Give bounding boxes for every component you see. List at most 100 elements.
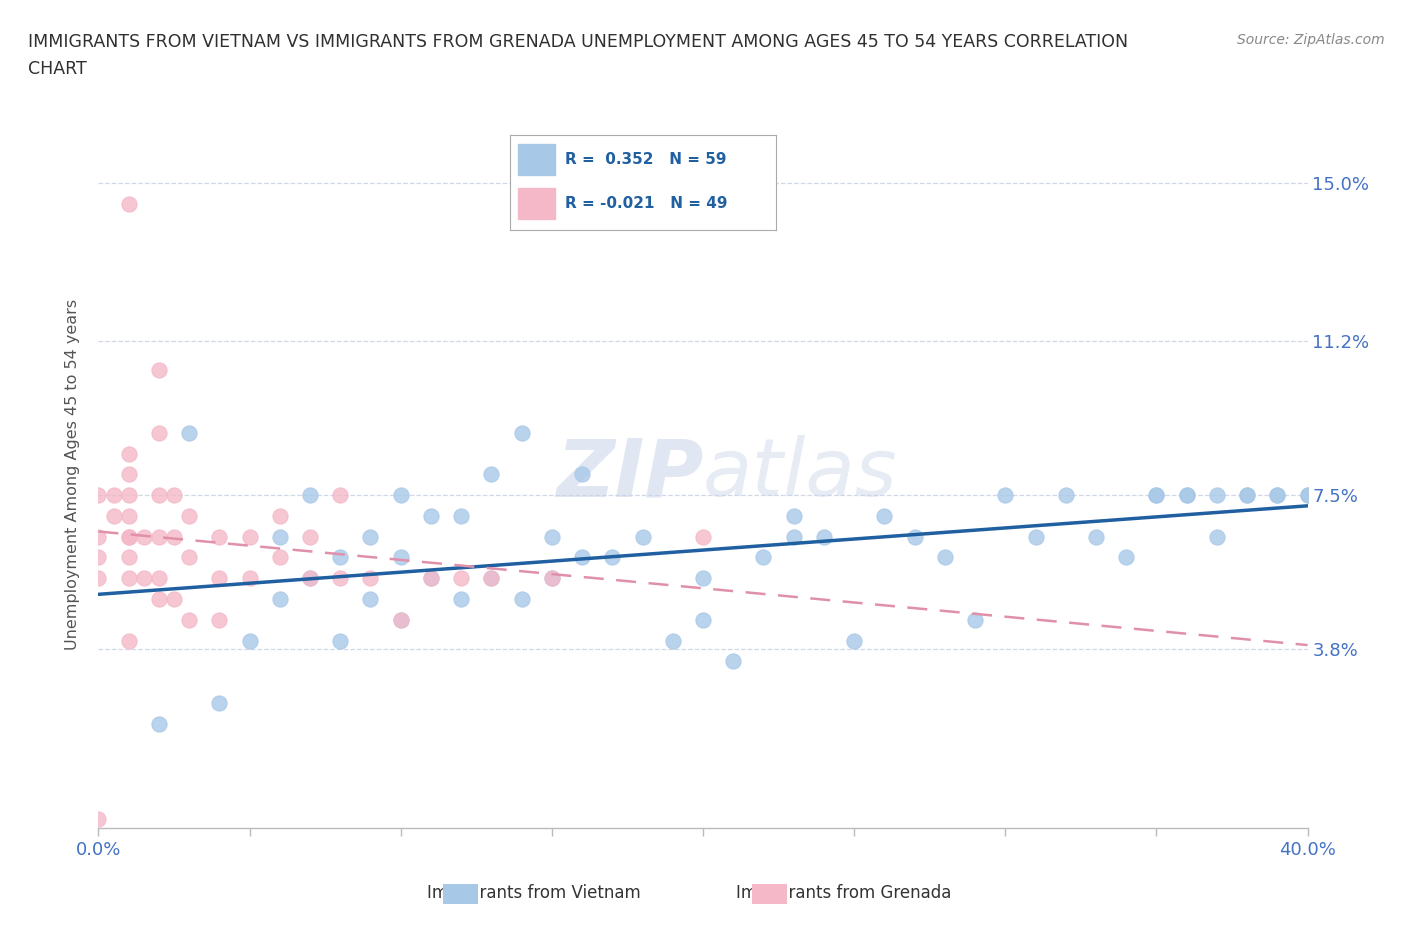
Point bbox=[118, 633, 141, 648]
Point bbox=[179, 550, 201, 565]
Point bbox=[239, 571, 262, 586]
Point bbox=[132, 529, 155, 544]
Point bbox=[148, 425, 170, 440]
Point bbox=[450, 591, 472, 606]
Point bbox=[783, 529, 806, 544]
Point bbox=[1236, 487, 1258, 502]
Point bbox=[148, 487, 170, 502]
Point bbox=[299, 571, 322, 586]
Point bbox=[481, 571, 503, 586]
Point bbox=[118, 529, 141, 544]
Y-axis label: Unemployment Among Ages 45 to 54 years: Unemployment Among Ages 45 to 54 years bbox=[65, 299, 80, 650]
Point bbox=[103, 487, 125, 502]
Point bbox=[571, 550, 593, 565]
Point bbox=[631, 529, 654, 544]
Point bbox=[87, 571, 110, 586]
Point bbox=[1054, 487, 1077, 502]
Point bbox=[208, 571, 231, 586]
Point bbox=[571, 467, 593, 482]
Point bbox=[269, 591, 291, 606]
Point bbox=[1115, 550, 1137, 565]
Point bbox=[420, 509, 443, 524]
Point bbox=[360, 571, 382, 586]
Point bbox=[269, 550, 291, 565]
Point bbox=[389, 550, 412, 565]
Point bbox=[163, 487, 186, 502]
Point bbox=[299, 571, 322, 586]
Point bbox=[360, 591, 382, 606]
Point bbox=[239, 529, 262, 544]
Point bbox=[510, 591, 533, 606]
Text: CHART: CHART bbox=[28, 60, 87, 78]
Point bbox=[329, 571, 352, 586]
Point bbox=[87, 529, 110, 544]
Point bbox=[934, 550, 956, 565]
Point bbox=[540, 571, 562, 586]
Point bbox=[389, 612, 412, 627]
Point bbox=[118, 509, 141, 524]
Point bbox=[179, 425, 201, 440]
Point bbox=[118, 446, 141, 461]
Point bbox=[269, 509, 291, 524]
Point bbox=[148, 363, 170, 378]
Point bbox=[1267, 487, 1289, 502]
Point bbox=[103, 509, 125, 524]
Point bbox=[1175, 487, 1198, 502]
Point bbox=[360, 529, 382, 544]
Point bbox=[389, 612, 412, 627]
Text: Source: ZipAtlas.com: Source: ZipAtlas.com bbox=[1237, 33, 1385, 46]
Point bbox=[723, 654, 745, 669]
Point bbox=[87, 550, 110, 565]
Point bbox=[994, 487, 1017, 502]
Point bbox=[450, 571, 472, 586]
Point bbox=[179, 509, 201, 524]
Point bbox=[299, 529, 322, 544]
Point bbox=[132, 571, 155, 586]
Point bbox=[1296, 487, 1319, 502]
Point bbox=[844, 633, 866, 648]
Point bbox=[118, 487, 141, 502]
Point bbox=[540, 529, 562, 544]
Point bbox=[1296, 487, 1319, 502]
Point bbox=[1267, 487, 1289, 502]
Point bbox=[752, 550, 775, 565]
Point bbox=[481, 571, 503, 586]
Point bbox=[148, 529, 170, 544]
Point bbox=[118, 550, 141, 565]
Point bbox=[420, 571, 443, 586]
Point bbox=[1206, 487, 1229, 502]
Point bbox=[1144, 487, 1167, 502]
Point bbox=[239, 633, 262, 648]
Point bbox=[179, 612, 201, 627]
Point bbox=[783, 509, 806, 524]
Point bbox=[1236, 487, 1258, 502]
Point bbox=[420, 571, 443, 586]
Point bbox=[148, 571, 170, 586]
Point bbox=[1024, 529, 1046, 544]
Point bbox=[329, 487, 352, 502]
Text: ZIP: ZIP bbox=[555, 435, 703, 513]
Point bbox=[873, 509, 896, 524]
Point bbox=[904, 529, 927, 544]
Point bbox=[163, 591, 186, 606]
Point bbox=[602, 550, 624, 565]
Point bbox=[118, 529, 141, 544]
Point bbox=[269, 529, 291, 544]
Text: Immigrants from Vietnam: Immigrants from Vietnam bbox=[427, 884, 641, 902]
Point bbox=[510, 425, 533, 440]
Point bbox=[965, 612, 987, 627]
Point bbox=[299, 487, 322, 502]
Point bbox=[163, 529, 186, 544]
Point bbox=[1175, 487, 1198, 502]
Point bbox=[692, 612, 714, 627]
Point bbox=[540, 571, 562, 586]
Text: Immigrants from Grenada: Immigrants from Grenada bbox=[735, 884, 952, 902]
Text: atlas: atlas bbox=[703, 435, 898, 513]
Point bbox=[661, 633, 683, 648]
Point bbox=[118, 467, 141, 482]
Point bbox=[329, 633, 352, 648]
Point bbox=[692, 529, 714, 544]
Point bbox=[208, 612, 231, 627]
Text: IMMIGRANTS FROM VIETNAM VS IMMIGRANTS FROM GRENADA UNEMPLOYMENT AMONG AGES 45 TO: IMMIGRANTS FROM VIETNAM VS IMMIGRANTS FR… bbox=[28, 33, 1128, 50]
Point bbox=[87, 812, 110, 827]
